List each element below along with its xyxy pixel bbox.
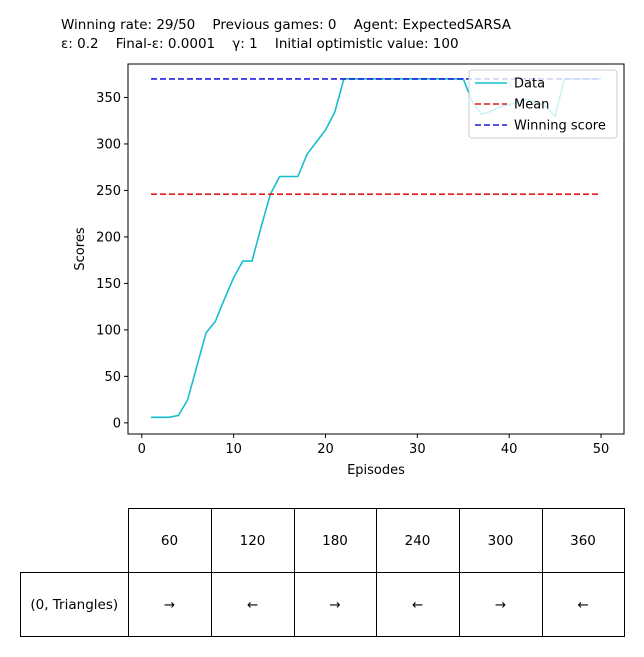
y-tick-label: 250	[96, 184, 121, 199]
x-tick-label: 30	[409, 442, 426, 457]
x-tick-label: 0	[138, 442, 146, 457]
policy-table: 60 120 180 240 300 360 (0, Triangles) → …	[20, 508, 625, 637]
legend-label: Mean	[514, 98, 549, 113]
header-line-2: ε: 0.2 Final-ε: 0.0001 γ: 1 Initial opti…	[61, 36, 459, 52]
table-col-header: 180	[293, 508, 377, 573]
x-tick-label: 40	[501, 442, 518, 457]
legend-label: Data	[514, 77, 545, 92]
table-cell: →	[458, 572, 543, 637]
table-cell: ←	[541, 572, 625, 637]
table-col-header: 300	[458, 508, 543, 573]
x-tick-label: 50	[593, 442, 610, 457]
x-axis-label: Episodes	[347, 463, 405, 478]
y-tick-label: 200	[96, 230, 121, 245]
table-cell: →	[293, 572, 377, 637]
legend-label: Winning score	[514, 119, 606, 134]
header-line-1: Winning rate: 29/50 Previous games: 0 Ag…	[61, 17, 511, 33]
plot-frame	[127, 63, 625, 435]
table-cell: ←	[210, 572, 295, 637]
y-tick-label: 50	[104, 370, 121, 385]
y-tick-label: 350	[96, 91, 121, 106]
x-tick-label: 10	[225, 442, 242, 457]
table-row-label: (0, Triangles)	[20, 572, 129, 637]
table-col-header: 240	[375, 508, 460, 573]
x-tick-label: 20	[317, 442, 334, 457]
y-axis-label: Scores	[73, 227, 88, 270]
y-tick-label: 150	[96, 277, 121, 292]
table-corner-cell	[21, 509, 129, 573]
table-col-header: 360	[541, 508, 625, 573]
table-cell: ←	[375, 572, 460, 637]
table-col-header: 60	[127, 508, 212, 573]
y-tick-label: 300	[96, 137, 121, 152]
table-header-row: 60 120 180 240 300 360	[21, 508, 625, 573]
table-col-header: 120	[210, 508, 295, 573]
legend-box	[468, 69, 618, 139]
y-tick-label: 100	[96, 323, 121, 338]
table-cell: →	[127, 572, 212, 637]
y-tick-label: 0	[113, 416, 121, 431]
table-row: (0, Triangles) → ← → ← → ←	[20, 572, 625, 637]
scores-chart: Episodes Scores 0 10 20 30 40 50 0 50 100 150 200 2…	[73, 63, 625, 478]
